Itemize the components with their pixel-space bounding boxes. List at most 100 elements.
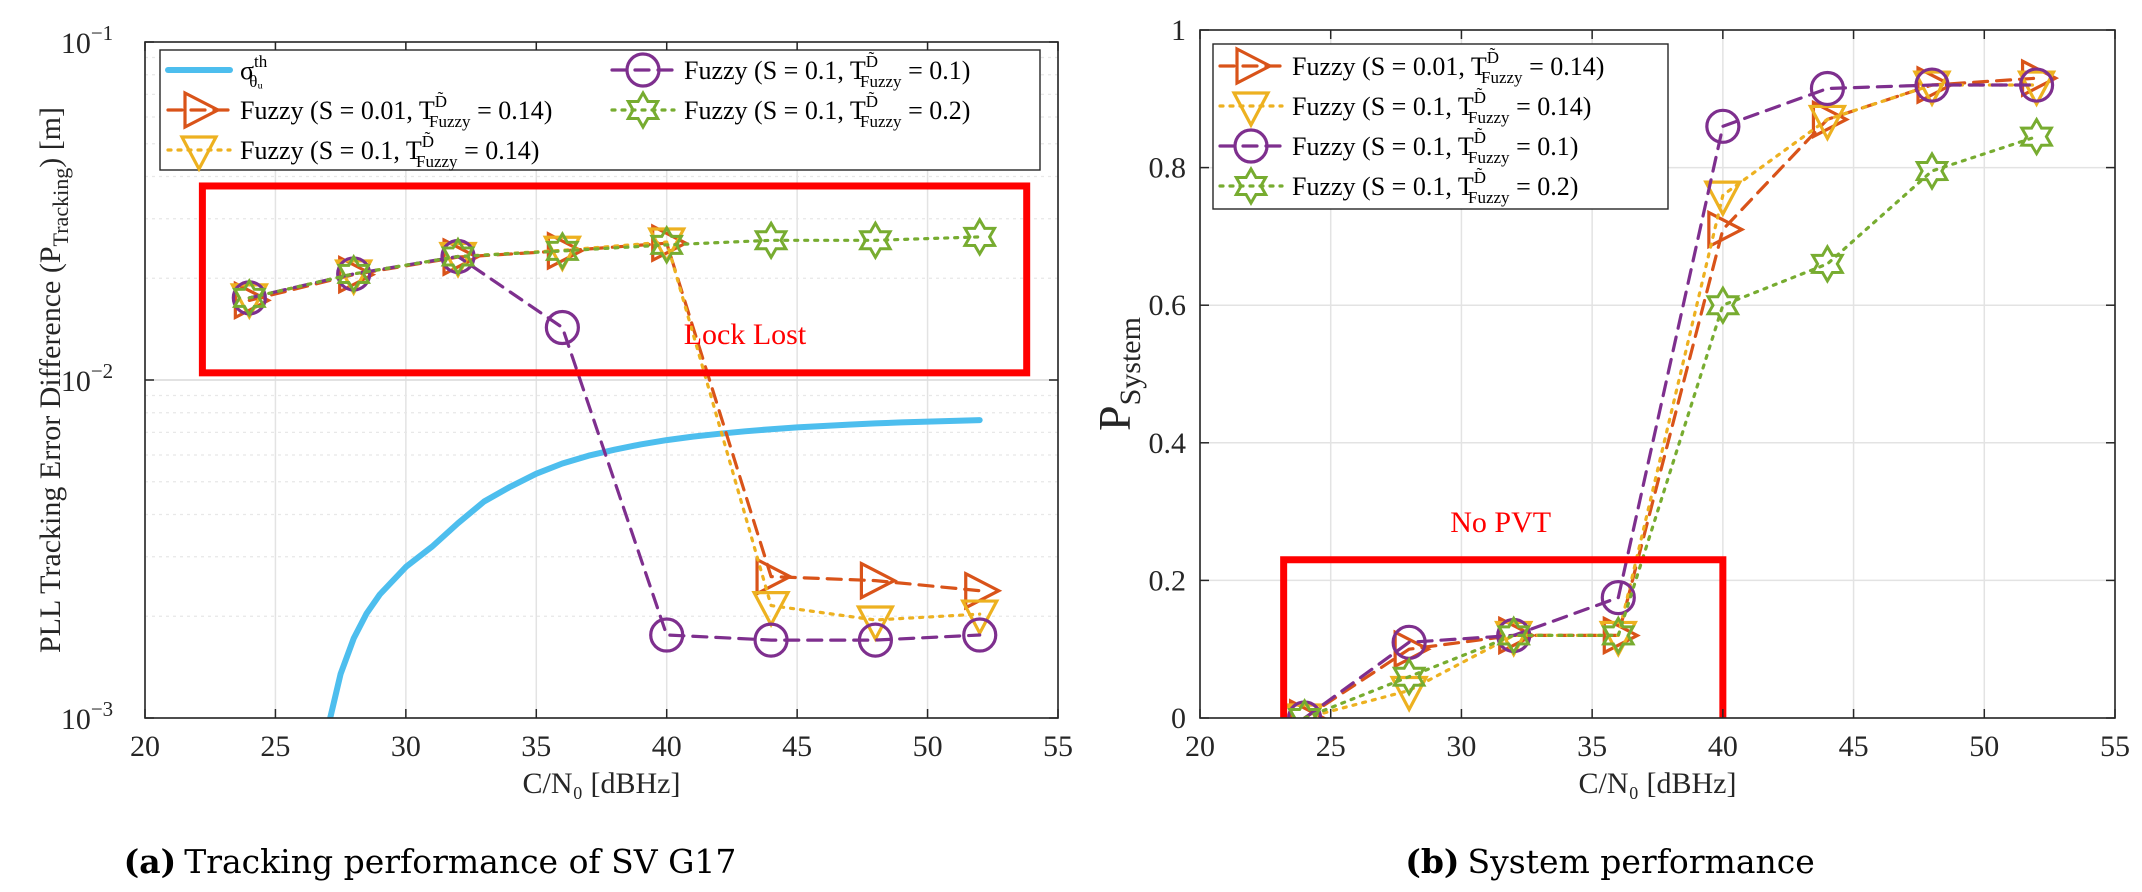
figure-caption: (b) System performance	[1405, 842, 1815, 881]
x-tick-label: 40	[1708, 730, 1738, 763]
legend-label-end: = 0.14)	[458, 136, 540, 165]
y-tick-label: 0.4	[1149, 427, 1187, 460]
data-point-fuzzy_01_014	[1284, 703, 1325, 718]
data-point-fuzzy_01_01	[857, 622, 894, 658]
x-tick-label: 25	[1316, 730, 1346, 763]
legend-label-sub: Fuzzy	[860, 72, 902, 91]
legend-label-sub: Fuzzy	[429, 112, 471, 131]
legend-entry-fuzzy_01_014: Fuzzy (S = 0.1, TD̃ Fuzzy = 0.14)	[1218, 88, 1591, 129]
y-tick-label: 0.8	[1149, 152, 1187, 185]
y-tick-label: 10−1	[61, 21, 113, 60]
legend-label: Fuzzy (S = 0.1, TD̃ Fuzzy = 0.1)	[1292, 128, 1578, 167]
series-line-fuzzy_01_02	[247, 235, 982, 300]
legend-label-sup: D̃	[866, 92, 878, 111]
series-fuzzy_01_02	[1287, 116, 2054, 718]
legend-label-text: Fuzzy (S = 0.1, T	[240, 136, 422, 165]
legend-marker	[625, 89, 661, 131]
data-point-fuzzy_001_014	[755, 556, 794, 597]
series-fuzzy_01_014	[229, 227, 1000, 643]
data-point-fuzzy_01_014	[1912, 70, 1952, 108]
series-fuzzy_01_02	[232, 216, 998, 318]
legend-label-sub: Fuzzy	[860, 112, 902, 131]
data-point-fuzzy_01_014	[438, 241, 478, 279]
legend-label-text: Fuzzy (S = 0.1, T	[1292, 172, 1474, 201]
data-point-fuzzy_01_02	[1810, 243, 1845, 284]
legend-label-text: Fuzzy (S = 0.1, T	[1292, 132, 1474, 161]
data-point-fuzzy_01_02	[962, 216, 998, 257]
y-axis-label: PSystem	[1089, 317, 1147, 431]
legend-label: σth θᵤ	[240, 52, 268, 91]
data-point-fuzzy_01_014	[1807, 104, 1848, 142]
legend-label-sup: D̃	[435, 92, 447, 111]
data-point-fuzzy_01_01	[2018, 67, 2055, 103]
data-point-fuzzy_01_02	[1287, 698, 1322, 718]
data-point-fuzzy_01_014	[542, 235, 583, 273]
annotation-label: Lock Lost	[684, 318, 807, 351]
legend-marker	[1231, 91, 1271, 129]
x-tick-label: 50	[913, 730, 943, 763]
legend-label-sub: Fuzzy	[1481, 68, 1523, 87]
legend-label-text: Fuzzy (S = 0.1, T	[684, 56, 866, 85]
legend-label-sup: D̃	[1487, 48, 1499, 67]
data-point-fuzzy_001_014	[338, 255, 377, 295]
legend-label: Fuzzy (S = 0.1, TD̃ Fuzzy = 0.14)	[1292, 88, 1591, 127]
panel-b-system-performance: No PVT 20 25 30 35 40 45 50 55 0 0.2 0.4 0.6 0.8 1 C/N₀…	[1089, 14, 2130, 881]
x-tick-label: 55	[2100, 730, 2130, 763]
figure-caption: (a) Tracking performance of SV G17	[124, 842, 737, 881]
series-layer	[1284, 58, 2060, 718]
legend-label-sub: Fuzzy	[1468, 148, 1510, 167]
data-point-fuzzy_01_02	[545, 230, 580, 271]
x-tick-label: 45	[782, 730, 812, 763]
data-point-fuzzy_01_02	[1601, 615, 1636, 656]
y-tick-exponent: −2	[91, 359, 113, 383]
legend-label-end: = 0.2)	[902, 96, 971, 125]
y-axis-label-main: P	[1089, 405, 1140, 431]
legend-box	[159, 49, 1041, 171]
x-axis-label: C/N₀ [dBHz]	[1579, 767, 1737, 800]
legend-marker	[183, 90, 222, 130]
highlight-box	[198, 182, 1031, 377]
highlight-box	[1280, 556, 1727, 718]
legend-entry-sigma: σth θᵤ	[165, 52, 268, 91]
legend-marker	[1233, 165, 1269, 207]
data-point-fuzzy_01_01	[1705, 108, 1741, 144]
data-point-fuzzy_01_02	[232, 277, 267, 318]
y-tick-label: 0.2	[1149, 564, 1187, 597]
legend-label-end: = 0.1)	[1510, 132, 1579, 161]
data-point-fuzzy_001_014	[964, 571, 1003, 611]
data-point-fuzzy_001_014	[859, 560, 898, 601]
data-point-fuzzy_01_02	[753, 220, 789, 261]
data-point-fuzzy_01_01	[1809, 70, 1846, 107]
y-tick-base: 10	[61, 27, 91, 60]
data-point-fuzzy_001_014	[1707, 209, 1746, 250]
legend-label-text: Fuzzy (S = 0.1, T	[1292, 92, 1474, 121]
x-tick-label: 35	[521, 730, 551, 763]
series-layer	[229, 216, 1003, 718]
data-point-fuzzy_001_014	[1288, 698, 1328, 718]
series-line-fuzzy_01_014	[247, 240, 982, 622]
y-tick-label: 0	[1171, 702, 1186, 735]
legend-label: Fuzzy (S = 0.1, TD̃ Fuzzy = 0.2)	[684, 92, 970, 131]
legend-marker	[625, 52, 661, 88]
data-point-fuzzy_01_014	[2016, 70, 2057, 108]
data-point-fuzzy_001_014	[1811, 99, 1850, 140]
legend-box	[1212, 43, 1669, 210]
data-point-fuzzy_01_02	[1391, 656, 1427, 697]
legend-label-sup: D̃	[1474, 88, 1486, 107]
legend-entry-fuzzy_01_01: Fuzzy (S = 0.1, TD̃ Fuzzy = 0.1)	[610, 52, 970, 91]
series-line-sigma	[327, 417, 983, 718]
data-point-fuzzy_01_01	[962, 617, 998, 653]
data-point-fuzzy_01_014	[855, 605, 896, 643]
series-sigma	[327, 417, 983, 718]
axes-box	[1199, 29, 2116, 719]
y-tick-exponent: −1	[91, 21, 113, 45]
legend-label: Fuzzy (S = 0.01, TD̃ Fuzzy = 0.14)	[1292, 48, 1604, 87]
data-point-fuzzy_01_014	[229, 283, 270, 321]
y-tick-base: 10	[61, 703, 91, 736]
data-point-fuzzy_01_014	[960, 599, 1000, 637]
y-tick-label: 10−2	[61, 359, 113, 398]
x-tick-label: 30	[1446, 730, 1476, 763]
legend-label: Fuzzy (S = 0.1, TD̃ Fuzzy = 0.1)	[684, 52, 970, 91]
